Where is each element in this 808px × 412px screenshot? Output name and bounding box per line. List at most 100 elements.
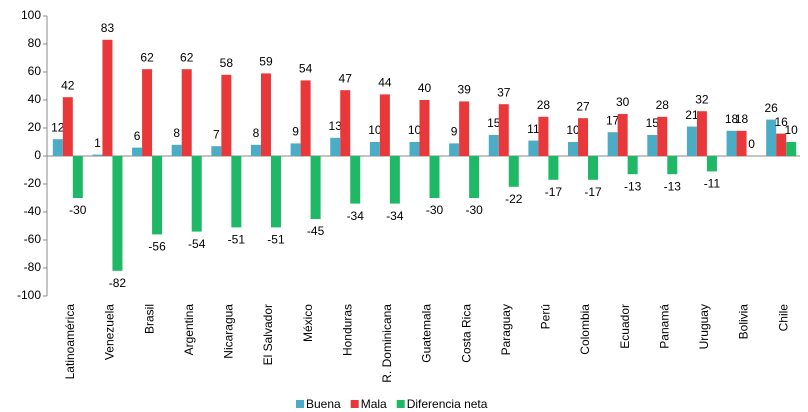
bar: [667, 156, 678, 175]
value-label: 10: [408, 123, 422, 137]
x-tick-label: Ecuador: [618, 304, 632, 349]
bar: [706, 156, 717, 172]
y-tick-label: 60: [28, 64, 42, 78]
bar: [62, 97, 73, 156]
bar: [776, 133, 787, 156]
value-label: 26: [765, 101, 779, 115]
y-tick-label: -80: [24, 260, 42, 274]
bar: [369, 142, 380, 156]
value-label: 54: [299, 62, 313, 76]
value-label: -82: [109, 276, 127, 290]
x-tick-label: Latinoamérica: [63, 304, 77, 380]
value-label: 9: [451, 125, 458, 139]
value-label: 10: [785, 123, 799, 137]
legend-swatch: [396, 400, 405, 408]
bar: [221, 74, 232, 156]
value-label: 6: [134, 129, 141, 143]
bar: [270, 156, 281, 228]
bar: [152, 156, 163, 235]
value-label: -22: [505, 192, 523, 206]
value-label: 83: [101, 21, 115, 35]
bar: [102, 39, 113, 156]
value-label: -56: [148, 240, 166, 254]
bar: [766, 119, 777, 156]
value-label: -17: [584, 185, 602, 199]
bar: [588, 156, 599, 180]
bar: [647, 135, 658, 156]
bar: [260, 73, 271, 156]
value-label: 18: [735, 112, 749, 126]
x-tick-label: R. Dominicana: [380, 304, 394, 383]
x-tick-label: Nicaragua: [222, 304, 236, 359]
bar: [310, 156, 321, 219]
x-tick-label: Bolivia: [737, 304, 751, 340]
value-label: 21: [685, 108, 699, 122]
value-label: 15: [646, 116, 660, 130]
value-label: 47: [339, 71, 353, 85]
x-tick-label: Argentina: [182, 304, 196, 356]
bar: [181, 69, 192, 156]
value-label: 18: [725, 112, 739, 126]
y-tick-label: -20: [24, 176, 42, 190]
bar: [191, 156, 202, 232]
value-label: -51: [267, 233, 285, 247]
bar: [538, 116, 549, 156]
bar: [627, 156, 638, 175]
legend-label: Diferencia neta: [407, 397, 488, 411]
value-label: 39: [457, 83, 471, 97]
value-label: 1: [94, 136, 101, 150]
y-tick-label: 40: [28, 92, 42, 106]
bar: [548, 156, 559, 180]
bar: [350, 156, 361, 204]
value-label: 58: [220, 56, 234, 70]
legend-label: Buena: [306, 397, 341, 411]
value-label: -11: [704, 177, 721, 191]
bar: [459, 101, 470, 156]
bar: [488, 135, 499, 156]
value-label: -13: [624, 179, 642, 193]
legend-swatch: [296, 400, 304, 408]
bar: [290, 143, 301, 156]
value-label: -17: [545, 185, 563, 199]
value-label: 12: [51, 120, 65, 134]
bar: [419, 100, 430, 156]
bar: [379, 94, 390, 156]
value-label: 8: [253, 126, 260, 140]
value-label: 10: [566, 123, 580, 137]
bar: [250, 144, 261, 156]
value-label: 11: [527, 122, 540, 136]
value-label: -30: [426, 203, 444, 217]
bar: [429, 156, 440, 198]
value-label: 9: [292, 125, 299, 139]
value-label: 37: [497, 85, 511, 99]
x-tick-label: Uruguay: [697, 304, 711, 349]
bar: [508, 156, 519, 187]
legend-label: Mala: [361, 397, 387, 411]
value-label: -30: [465, 203, 483, 217]
value-label: 28: [537, 98, 551, 112]
bar: [469, 156, 480, 198]
bar: [132, 147, 143, 156]
value-label: 42: [61, 78, 75, 92]
bar: [696, 111, 707, 156]
value-label: 40: [418, 81, 432, 95]
value-label: 16: [775, 115, 789, 129]
bar: [409, 142, 420, 156]
x-tick-label: Colombia: [578, 304, 592, 355]
value-label: 0: [748, 137, 755, 151]
bar: [211, 146, 222, 156]
bar: [231, 156, 242, 228]
x-tick-label: Panamá: [657, 304, 671, 349]
y-tick-label: 100: [21, 8, 41, 22]
bar: [578, 118, 589, 156]
bar: [657, 116, 668, 156]
value-label: -45: [307, 224, 325, 238]
value-label: -51: [228, 233, 246, 247]
value-label: -34: [386, 209, 404, 223]
value-label: 8: [173, 126, 180, 140]
value-label: 10: [368, 123, 382, 137]
x-tick-label: Perú: [539, 304, 553, 329]
bar: [498, 104, 509, 156]
y-tick-label: 0: [34, 148, 41, 162]
